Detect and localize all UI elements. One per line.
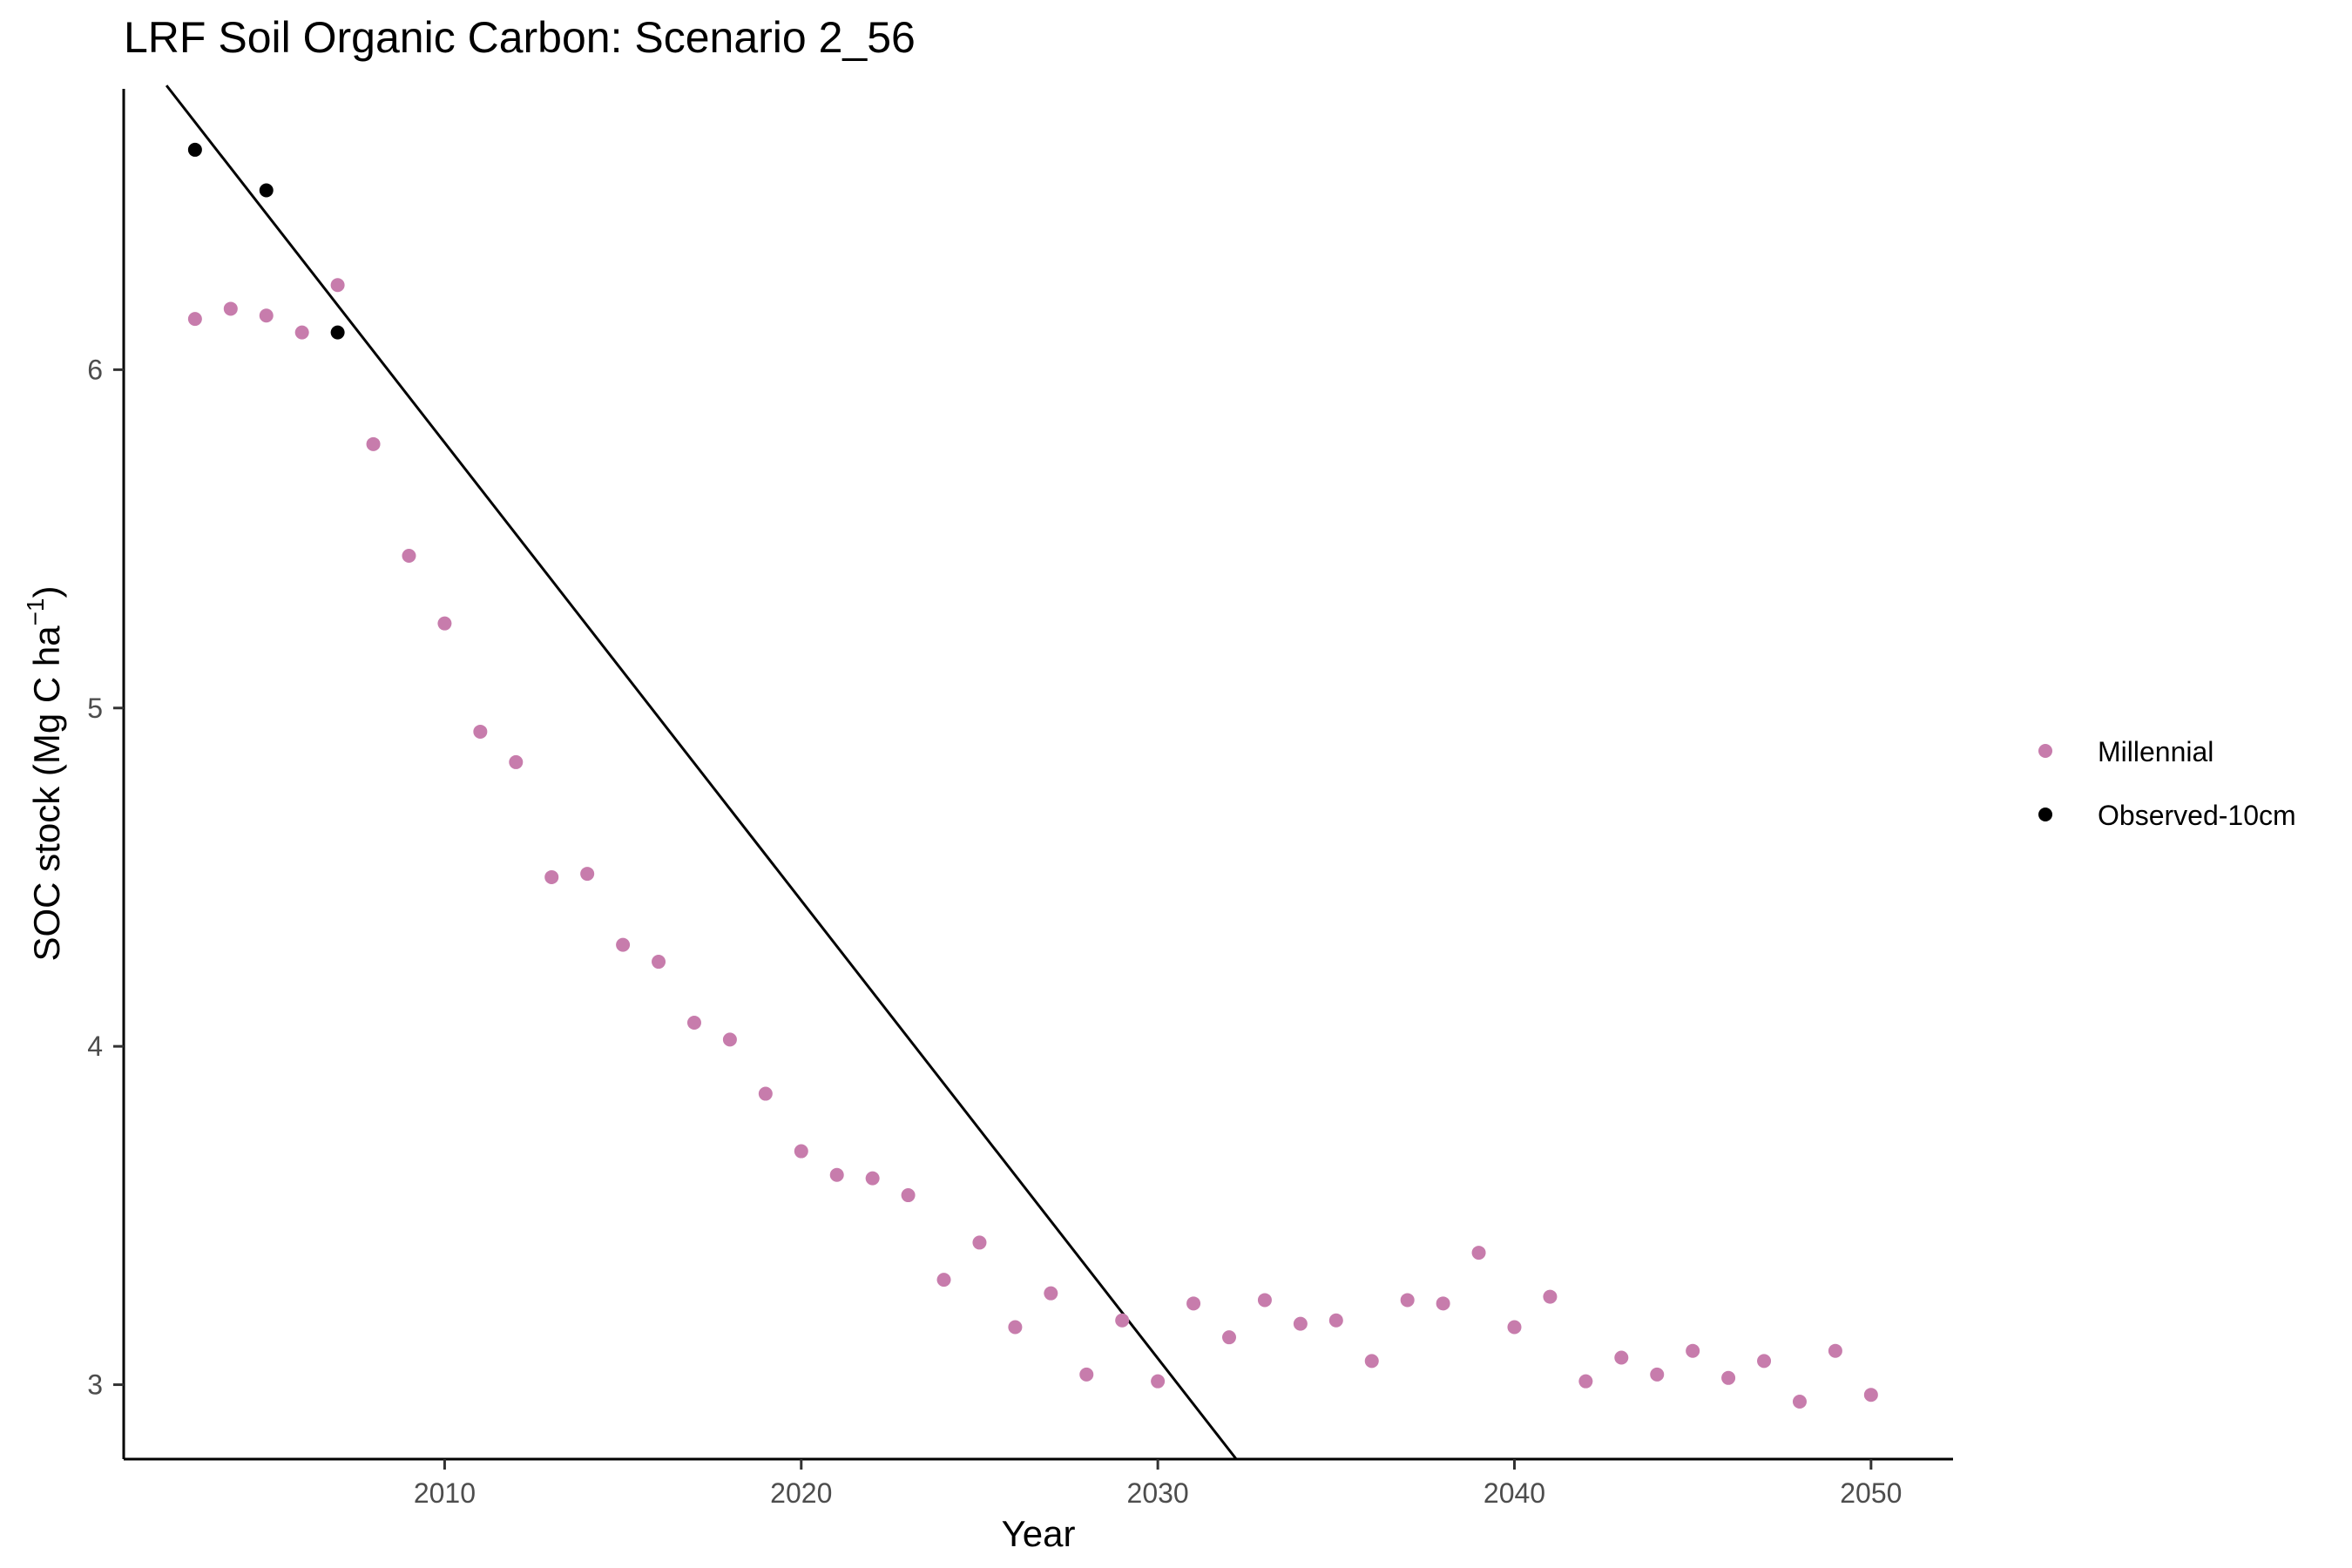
y-tick-label: 5 xyxy=(87,693,103,724)
millennial-point xyxy=(473,724,488,739)
millennial-point xyxy=(1044,1286,1058,1301)
millennial-point xyxy=(758,1086,773,1101)
y-axis-title-group: SOC stock (Mg C ha−1) xyxy=(22,585,67,961)
y-axis-ticks: 3 4 5 6 xyxy=(87,354,124,1401)
millennial-point xyxy=(1792,1394,1807,1409)
y-tick-label: 4 xyxy=(87,1031,103,1062)
millennial-point xyxy=(1008,1320,1023,1335)
millennial-point xyxy=(509,754,524,769)
millennial-point xyxy=(901,1188,916,1203)
millennial-point xyxy=(1436,1296,1450,1311)
trend-line xyxy=(165,84,1238,1460)
millennial-point xyxy=(1614,1350,1629,1365)
millennial-point xyxy=(1079,1367,1094,1382)
x-axis-ticks: 2010 2020 2030 2040 2050 xyxy=(414,1459,1902,1509)
millennial-point xyxy=(829,1167,844,1182)
series-millennial xyxy=(187,278,1878,1409)
millennial-point xyxy=(330,278,345,293)
y-axis-title-main: SOC stock (Mg C ha xyxy=(26,625,67,962)
millennial-point xyxy=(1186,1296,1201,1311)
millennial-point xyxy=(865,1171,880,1186)
millennial-point xyxy=(1115,1313,1130,1328)
millennial-point xyxy=(1471,1246,1486,1260)
y-tick-label: 3 xyxy=(87,1369,103,1401)
millennial-point xyxy=(259,308,274,323)
millennial-point xyxy=(1507,1320,1522,1335)
millennial-point xyxy=(1400,1293,1415,1308)
observed-point xyxy=(187,142,202,157)
millennial-point xyxy=(223,301,238,316)
x-tick-label: 2030 xyxy=(1127,1477,1189,1509)
x-tick-label: 2020 xyxy=(770,1477,832,1509)
millennial-point xyxy=(1293,1316,1308,1331)
x-axis-title: Year xyxy=(1002,1513,1076,1554)
observed-point xyxy=(259,183,274,198)
millennial-point xyxy=(544,869,559,884)
millennial-point xyxy=(1328,1313,1343,1328)
millennial-point xyxy=(1686,1343,1700,1358)
y-axis-title-close: ) xyxy=(26,585,67,598)
legend-label-observed: Observed-10cm xyxy=(2098,800,2296,831)
millennial-point xyxy=(1543,1289,1558,1304)
millennial-point xyxy=(652,955,666,970)
millennial-point xyxy=(1828,1343,1842,1358)
legend-label-millennial: Millennial xyxy=(2098,736,2213,767)
millennial-point xyxy=(936,1273,951,1288)
millennial-point xyxy=(402,548,416,563)
millennial-point xyxy=(187,312,202,327)
chart-title: LRF Soil Organic Carbon: Scenario 2_56 xyxy=(124,13,916,62)
y-tick-label: 6 xyxy=(87,354,103,385)
x-tick-label: 2040 xyxy=(1484,1477,1545,1509)
millennial-point xyxy=(294,325,309,340)
millennial-point xyxy=(437,616,452,631)
y-axis-title: SOC stock (Mg C ha−1) xyxy=(22,585,67,961)
x-tick-label: 2010 xyxy=(414,1477,476,1509)
series-observed xyxy=(187,142,345,340)
millennial-point xyxy=(1151,1374,1166,1389)
millennial-point xyxy=(794,1144,808,1159)
millennial-point xyxy=(1222,1330,1237,1345)
legend-key-observed xyxy=(2038,808,2052,821)
millennial-point xyxy=(722,1032,737,1047)
observed-point xyxy=(330,325,345,340)
millennial-point xyxy=(580,867,595,882)
millennial-point xyxy=(1863,1388,1878,1402)
millennial-point xyxy=(1721,1370,1736,1385)
millennial-point xyxy=(972,1235,987,1250)
millennial-point xyxy=(1650,1367,1665,1382)
millennial-point xyxy=(1364,1354,1379,1369)
millennial-point xyxy=(1257,1293,1272,1308)
millennial-point xyxy=(366,436,381,451)
millennial-point xyxy=(1578,1374,1593,1389)
plot-area xyxy=(165,84,1878,1460)
x-tick-label: 2050 xyxy=(1840,1477,1902,1509)
y-axis-title-superscript: −1 xyxy=(22,598,49,625)
millennial-point xyxy=(686,1015,701,1030)
legend: Millennial Observed-10cm xyxy=(2038,736,2296,831)
millennial-point xyxy=(616,937,631,952)
legend-key-millennial xyxy=(2038,744,2052,758)
millennial-point xyxy=(1757,1354,1772,1369)
